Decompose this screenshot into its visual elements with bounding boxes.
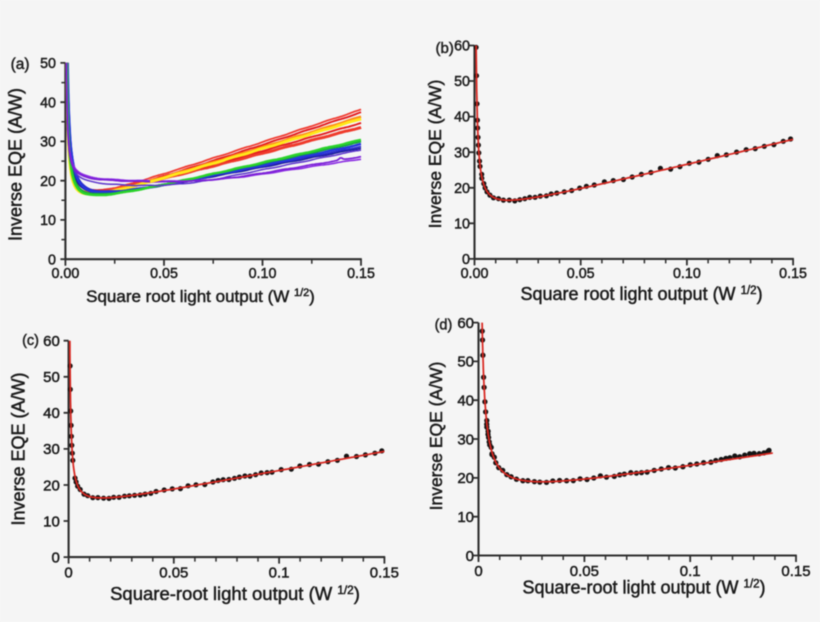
svg-text:20: 20: [43, 477, 60, 494]
svg-text:(b): (b): [436, 40, 454, 57]
svg-text:0.00: 0.00: [461, 266, 489, 282]
svg-text:Square root light output (W 1/: Square root light output (W 1/2): [86, 287, 315, 306]
svg-text:0.10: 0.10: [249, 266, 277, 282]
svg-text:0.15: 0.15: [779, 266, 807, 282]
svg-text:Square-root light output (W 1/: Square-root light output (W 1/2): [110, 583, 360, 604]
svg-text:(d): (d): [435, 317, 453, 333]
svg-text:20: 20: [457, 470, 474, 487]
svg-text:0.10: 0.10: [673, 266, 701, 282]
svg-text:0.1: 0.1: [269, 565, 290, 582]
svg-text:0.15: 0.15: [781, 563, 810, 580]
svg-text:Square-root light output (W 1/: Square-root light output (W 1/2): [522, 578, 765, 598]
svg-text:40: 40: [454, 110, 470, 126]
svg-text:0.15: 0.15: [370, 565, 399, 582]
svg-text:0.1: 0.1: [680, 563, 701, 580]
svg-text:Inverse EQE (A/W): Inverse EQE (A/W): [425, 80, 445, 229]
svg-text:0: 0: [474, 563, 482, 580]
svg-text:30: 30: [457, 431, 474, 448]
svg-text:0.15: 0.15: [347, 266, 375, 282]
svg-text:30: 30: [43, 441, 60, 458]
svg-text:0: 0: [51, 549, 59, 566]
svg-text:50: 50: [43, 369, 60, 386]
svg-text:50: 50: [40, 56, 56, 72]
svg-text:0.00: 0.00: [51, 266, 79, 282]
svg-text:60: 60: [43, 333, 60, 350]
svg-text:30: 30: [454, 145, 470, 161]
svg-text:20: 20: [40, 174, 56, 190]
svg-text:0.05: 0.05: [567, 266, 595, 282]
svg-text:50: 50: [457, 354, 474, 371]
svg-text:10: 10: [43, 513, 60, 530]
svg-text:0: 0: [466, 548, 474, 565]
svg-text:20: 20: [454, 181, 470, 197]
svg-text:(a): (a): [11, 56, 30, 73]
svg-text:60: 60: [454, 39, 470, 55]
svg-text:60: 60: [457, 315, 474, 332]
svg-text:40: 40: [457, 393, 474, 410]
svg-text:0.05: 0.05: [159, 565, 188, 582]
svg-text:0: 0: [462, 252, 470, 268]
svg-text:Inverse EQE (A/W): Inverse EQE (A/W): [6, 88, 26, 241]
svg-text:0.05: 0.05: [570, 563, 599, 580]
svg-text:Inverse EQE (A/W): Inverse EQE (A/W): [426, 362, 446, 511]
svg-text:Inverse EQE (A/W): Inverse EQE (A/W): [9, 372, 29, 525]
svg-text:(c): (c): [22, 333, 39, 349]
svg-text:30: 30: [40, 135, 56, 151]
svg-text:50: 50: [454, 74, 470, 90]
svg-text:40: 40: [40, 95, 56, 111]
svg-text:10: 10: [454, 216, 470, 232]
svg-text:10: 10: [40, 213, 56, 229]
svg-text:0: 0: [64, 565, 72, 582]
svg-text:0: 0: [48, 252, 56, 268]
svg-text:Square root light output (W 1/: Square root light output (W 1/2): [520, 284, 762, 304]
svg-text:10: 10: [457, 509, 474, 526]
svg-text:40: 40: [43, 405, 60, 422]
svg-text:0.05: 0.05: [150, 266, 178, 282]
